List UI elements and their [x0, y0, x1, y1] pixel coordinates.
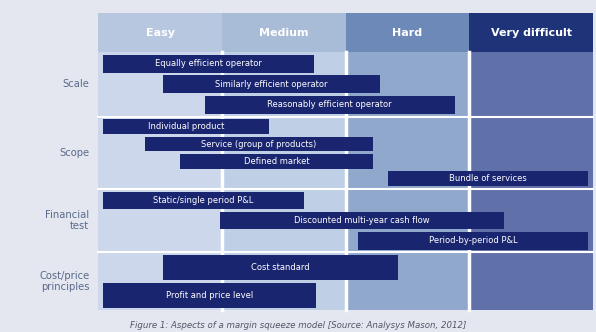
Bar [163, 75, 380, 93]
Bar [145, 137, 373, 151]
Text: Static/single period P&L: Static/single period P&L [153, 196, 254, 205]
Bar [346, 117, 470, 189]
Text: Hard: Hard [392, 28, 423, 38]
Text: Cost/price
principles: Cost/price principles [39, 271, 89, 292]
Bar [222, 252, 346, 310]
Bar [219, 212, 504, 229]
Text: Very difficult: Very difficult [491, 28, 572, 38]
Bar [346, 52, 470, 117]
Bar [222, 52, 346, 117]
Text: Discounted multi-year cash flow: Discounted multi-year cash flow [294, 216, 430, 225]
Bar [346, 252, 470, 310]
Bar [98, 13, 222, 52]
Text: Equally efficient operator: Equally efficient operator [155, 59, 262, 68]
Bar [222, 189, 346, 252]
Bar [388, 172, 588, 186]
Text: Cost standard: Cost standard [251, 263, 309, 272]
Text: Medium: Medium [259, 28, 309, 38]
Bar [222, 117, 346, 189]
Text: Similarly efficient operator: Similarly efficient operator [215, 80, 328, 89]
Bar [470, 52, 593, 117]
Bar [358, 232, 588, 250]
Text: Figure 1: Aspects of a margin squeeze model [Source: Analysys Mason, 2012]: Figure 1: Aspects of a margin squeeze mo… [130, 321, 466, 330]
Bar [98, 252, 222, 310]
Bar [470, 189, 593, 252]
Bar [98, 117, 222, 189]
Text: Scope: Scope [59, 148, 89, 158]
Bar [103, 119, 269, 134]
Bar [98, 189, 222, 252]
Bar [98, 52, 222, 117]
Text: Service (group of products): Service (group of products) [201, 139, 316, 148]
Bar [346, 13, 470, 52]
Text: Profit and price level: Profit and price level [166, 291, 253, 300]
Bar [103, 54, 313, 73]
Text: Easy: Easy [145, 28, 175, 38]
Bar [103, 192, 303, 209]
Bar [180, 154, 373, 169]
Text: Defined market: Defined market [244, 157, 309, 166]
Bar [470, 252, 593, 310]
Bar [163, 255, 398, 280]
Bar [470, 117, 593, 189]
Bar [470, 13, 593, 52]
Text: Financial
test: Financial test [45, 210, 89, 231]
Text: Scale: Scale [63, 79, 89, 89]
Bar [346, 189, 470, 252]
Text: Individual product: Individual product [148, 122, 224, 131]
Text: Period-by-period P&L: Period-by-period P&L [429, 236, 517, 245]
Bar [204, 96, 455, 114]
Bar [222, 13, 346, 52]
Text: Reasonably efficient operator: Reasonably efficient operator [267, 100, 392, 109]
Bar [103, 283, 316, 308]
Text: Bundle of services: Bundle of services [449, 174, 527, 183]
